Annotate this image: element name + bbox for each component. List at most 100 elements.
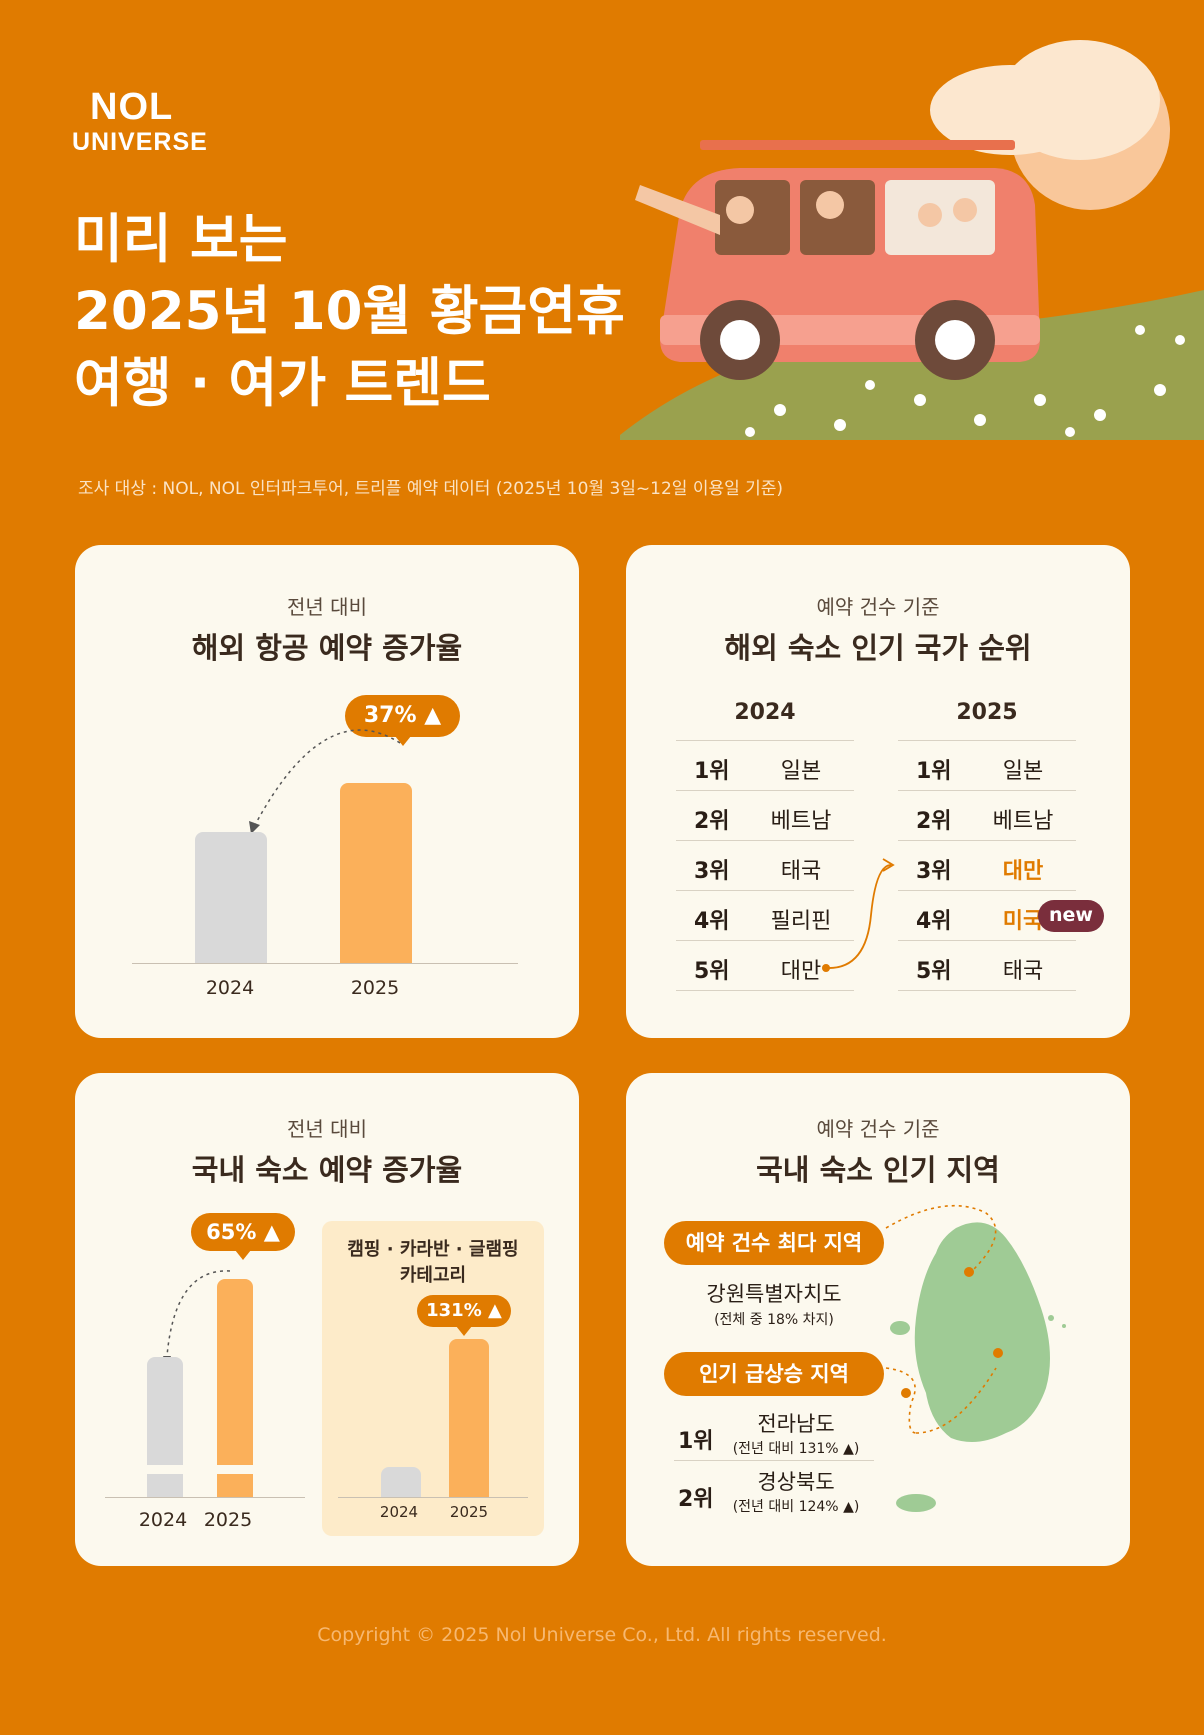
arrow-up-icon: ▲ bbox=[843, 1441, 854, 1457]
rank-label: 5위 bbox=[694, 959, 730, 984]
country-name: 일본 bbox=[780, 759, 822, 784]
ranking-year-2025: 2025 bbox=[956, 700, 1018, 725]
rising-note-1: (전년 대비 131% ▲) bbox=[732, 1441, 860, 1457]
chart-bar-2025 bbox=[340, 783, 412, 963]
rising-rank-1: 1위 bbox=[678, 1429, 714, 1454]
rank-label: 3위 bbox=[916, 859, 952, 884]
camping-category-title: 캠핑 · 카라반 · 글램핑 카테고리 bbox=[322, 1237, 544, 1289]
rising-region-2: 경상북도 bbox=[757, 1470, 835, 1494]
country-name: 필리핀 bbox=[770, 909, 832, 934]
country-name-highlight: 대만 bbox=[1002, 859, 1044, 884]
overseas-flight-card: 전년 대비 해외 항공 예약 증가율 37% ▲ 2024 2025 bbox=[75, 545, 579, 1038]
overseas-flight-arrow bbox=[249, 729, 401, 834]
domestic-stay-card: 전년 대비 국내 숙소 예약 증가율 65% ▲ 2024 2025 캠핑 · … bbox=[75, 1073, 579, 1566]
brand-logo: NOL UNIVERSE bbox=[72, 88, 208, 155]
arrow-up-icon: ▲ bbox=[263, 1220, 280, 1244]
chart-bar-2025 bbox=[217, 1279, 253, 1497]
page-title-line2: 2025년 10월 황금연휴 bbox=[74, 281, 625, 342]
ranking-2024-row: 5위 대만 bbox=[676, 940, 854, 991]
overseas-flight-increase-value: 37% bbox=[363, 703, 417, 728]
ranking-move-arrow bbox=[822, 858, 895, 972]
country-name: 태국 bbox=[780, 859, 822, 884]
overseas-stay-subtitle: 예약 건수 기준 bbox=[816, 595, 940, 619]
rising-region-1: 전라남도 bbox=[757, 1412, 835, 1436]
chart-bar-2024 bbox=[147, 1357, 183, 1497]
country-name: 일본 bbox=[1002, 759, 1044, 784]
rank-label: 5위 bbox=[916, 959, 952, 984]
copyright: Copyright © 2025 Nol Universe Co., Ltd. … bbox=[317, 1624, 887, 1646]
korea-map bbox=[890, 1222, 1066, 1512]
overseas-flight-heading: 해외 항공 예약 증가율 bbox=[191, 631, 463, 665]
rank-label: 2위 bbox=[694, 809, 730, 834]
camping-category-title-line2: 카테고리 bbox=[399, 1265, 467, 1286]
rising-rank-2: 2위 bbox=[678, 1487, 714, 1512]
arrow-up-icon: ▲ bbox=[843, 1499, 854, 1515]
overseas-flight-increase-badge: 37% ▲ bbox=[345, 695, 460, 746]
region-connector-lines bbox=[885, 1204, 997, 1434]
rising-divider bbox=[674, 1460, 874, 1461]
rank-label: 1위 bbox=[694, 759, 730, 784]
domestic-stay-increase-value: 65% bbox=[206, 1220, 257, 1244]
top-region-note: (전체 중 18% 차지) bbox=[714, 1312, 834, 1328]
domestic-region-subtitle: 예약 건수 기준 bbox=[816, 1117, 940, 1141]
country-name: 베트남 bbox=[992, 809, 1054, 834]
chart-xlabel-2025: 2025 bbox=[350, 977, 400, 999]
camping-chart-axis bbox=[338, 1497, 528, 1498]
rising-note-1-text: (전년 대비 131% bbox=[732, 1441, 839, 1457]
domestic-region-heading: 국내 숙소 인기 지역 bbox=[756, 1153, 1000, 1187]
axis-break-2025 bbox=[217, 1465, 253, 1474]
country-name: 대만 bbox=[780, 959, 822, 984]
domestic-stay-subtitle: 전년 대비 bbox=[287, 1117, 367, 1141]
hero-van-illustration bbox=[620, 40, 1204, 440]
chart-axis bbox=[105, 1497, 305, 1498]
arrow-up-icon: ▲ bbox=[424, 703, 442, 728]
ranking-2025-row: 1위 일본 bbox=[898, 740, 1076, 791]
rising-note-2-text: (전년 대비 124% bbox=[732, 1499, 839, 1515]
rank-label: 1위 bbox=[916, 759, 952, 784]
top-region-label: 예약 건수 최다 지역 bbox=[664, 1221, 884, 1265]
camping-increase-value: 131% bbox=[426, 1300, 482, 1321]
rank-label: 4위 bbox=[916, 909, 952, 934]
rank-label: 2위 bbox=[916, 809, 952, 834]
ranking-2024-row: 3위 태국 bbox=[676, 840, 854, 891]
camping-category-box: 캠핑 · 카라반 · 글램핑 카테고리 bbox=[322, 1221, 544, 1536]
overseas-flight-subtitle: 전년 대비 bbox=[287, 595, 367, 619]
brand-logo-line2: UNIVERSE bbox=[72, 128, 208, 156]
chart-xlabel-2025: 2025 bbox=[203, 1509, 253, 1531]
brand-logo-line1: NOL bbox=[90, 86, 174, 128]
page-title-line1: 미리 보는 bbox=[74, 209, 288, 270]
ranking-2025-row: 4위 미국 bbox=[898, 890, 1076, 941]
ranking-divider bbox=[898, 990, 1076, 991]
ranking-2024-row: 4위 필리핀 bbox=[676, 890, 854, 941]
country-name: 베트남 bbox=[770, 809, 832, 834]
chart-xlabel-2024: 2024 bbox=[205, 977, 255, 999]
rising-region-label: 인기 급상승 지역 bbox=[664, 1352, 884, 1396]
arrow-up-icon: ▲ bbox=[488, 1300, 502, 1321]
overseas-stay-ranking-card: 예약 건수 기준 해외 숙소 인기 국가 순위 2024 2025 1위 일본 2… bbox=[626, 545, 1130, 1038]
ranking-2024-row: 2위 베트남 bbox=[676, 790, 854, 841]
rank-label: 4위 bbox=[694, 909, 730, 934]
ranking-2024-row: 1위 일본 bbox=[676, 740, 854, 791]
camping-xlabel-2025: 2025 bbox=[449, 1503, 489, 1521]
rising-note-2: (전년 대비 124% ▲) bbox=[732, 1499, 860, 1515]
overseas-stay-heading: 해외 숙소 인기 국가 순위 bbox=[724, 631, 1032, 665]
country-name: 태국 bbox=[1002, 959, 1044, 984]
ranking-2025-row: 3위 대만 bbox=[898, 840, 1076, 891]
new-badge: new bbox=[1038, 900, 1104, 932]
country-name-highlight: 미국 bbox=[1002, 909, 1044, 934]
page-title-line3: 여행 · 여가 트렌드 bbox=[74, 353, 491, 414]
domestic-stay-increase-badge: 65% ▲ bbox=[191, 1213, 295, 1260]
camping-increase-badge: 131% ▲ bbox=[417, 1295, 511, 1336]
rank-label: 3위 bbox=[694, 859, 730, 884]
ranking-year-2024: 2024 bbox=[734, 700, 796, 725]
survey-note: 조사 대상 : NOL, NOL 인터파크투어, 트리플 예약 데이터 (202… bbox=[78, 479, 784, 499]
ranking-2025-row: 5위 태국 bbox=[898, 940, 1076, 991]
ranking-divider bbox=[676, 990, 854, 991]
page-title: 미리 보는 2025년 10월 황금연휴 여행 · 여가 트렌드 bbox=[74, 204, 625, 420]
domestic-region-card: 예약 건수 기준 국내 숙소 인기 지역 예약 건수 최다 지역 강원특별자치도… bbox=[626, 1073, 1130, 1566]
chart-xlabel-2024: 2024 bbox=[138, 1509, 188, 1531]
domestic-stay-heading: 국내 숙소 예약 증가율 bbox=[191, 1153, 463, 1187]
ranking-2025-row: 2위 베트남 bbox=[898, 790, 1076, 841]
camping-xlabel-2024: 2024 bbox=[379, 1503, 419, 1521]
chart-axis bbox=[132, 963, 518, 964]
